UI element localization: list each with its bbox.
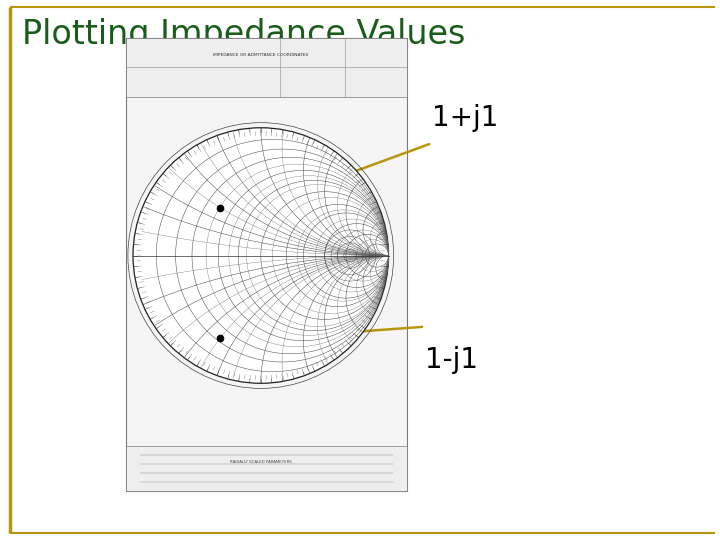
Text: 1-j1: 1-j1 [425,346,478,374]
Bar [126,38,407,97]
Circle shape [133,128,388,383]
Text: RADIALLY SCALED PARAMETERS: RADIALLY SCALED PARAMETERS [230,460,292,464]
Text: IMPEDANCE OR ADMITTANCE COORDINATES: IMPEDANCE OR ADMITTANCE COORDINATES [213,53,308,57]
Bar [126,446,407,491]
Text: Plotting Impedance Values: Plotting Impedance Values [22,18,465,51]
Text: 1+j1: 1+j1 [432,104,498,132]
Bar [126,38,407,491]
